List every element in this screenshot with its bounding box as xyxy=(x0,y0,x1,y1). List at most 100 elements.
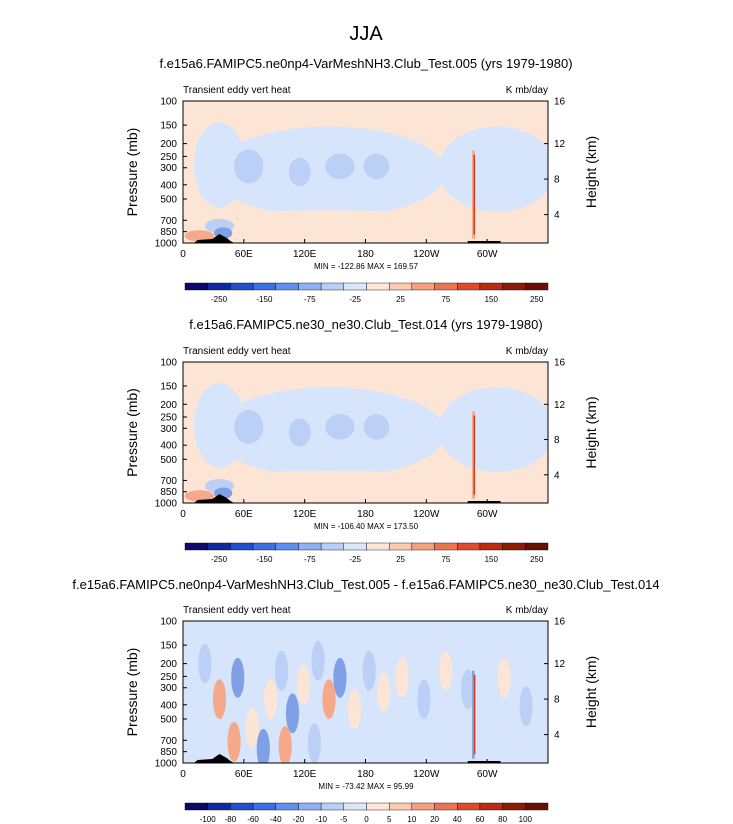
contour-region xyxy=(307,723,321,763)
colorbar-box xyxy=(366,802,390,811)
colorbar-box xyxy=(298,542,322,551)
y-tick-label: 500 xyxy=(160,714,177,725)
contour-region xyxy=(461,669,475,710)
y-tick-label: 500 xyxy=(160,194,177,205)
colorbar-box xyxy=(275,542,299,551)
field-background xyxy=(183,621,548,763)
contour-region xyxy=(193,122,246,208)
contour-region xyxy=(363,153,390,180)
x-tick-label: 120W xyxy=(413,509,440,520)
contour-region xyxy=(438,387,548,472)
colorbar-box xyxy=(479,542,503,551)
y-tick-label: 850 xyxy=(160,747,177,758)
y-tick-label: 700 xyxy=(160,216,177,227)
colorbar-box xyxy=(434,282,458,291)
plume xyxy=(472,670,475,759)
x-tick-label: 60W xyxy=(477,249,498,260)
colorbar-box xyxy=(207,802,231,811)
y2-tick-label: 12 xyxy=(554,400,566,411)
contour-region xyxy=(377,672,391,712)
x-tick-label: 180 xyxy=(357,509,374,520)
contour-region xyxy=(322,679,336,719)
y2-tick-label: 8 xyxy=(554,435,560,446)
y-tick-label: 300 xyxy=(160,424,177,435)
contour-region xyxy=(274,650,289,691)
contour-region xyxy=(227,721,241,762)
y2-tick-label: 8 xyxy=(554,695,560,706)
colorbar-box xyxy=(525,802,549,811)
y-tick-label: 250 xyxy=(160,672,177,683)
y-axis-label: Pressure (mb) xyxy=(124,128,140,217)
colorbar-label: -100 xyxy=(200,815,217,824)
y2-tick-label: 16 xyxy=(554,358,566,369)
colorbar-box xyxy=(366,542,390,551)
contour-region xyxy=(245,707,259,748)
y-tick-label: 250 xyxy=(160,152,177,163)
y2-tick-label: 16 xyxy=(554,97,566,108)
y2-axis-label: Height (km) xyxy=(583,136,599,208)
plume-core xyxy=(473,154,476,235)
x-tick-label: 60E xyxy=(235,249,253,260)
panel-title: f.e15a6.FAMIPC5.ne0np4-VarMeshNH3.Club_T… xyxy=(159,56,572,71)
y-tick-label: 150 xyxy=(160,641,177,652)
contour-region xyxy=(285,693,300,734)
colorbar-box xyxy=(502,282,526,291)
contour-region xyxy=(288,418,311,447)
y2-tick-label: 8 xyxy=(554,175,560,186)
contour-region xyxy=(325,414,355,440)
colorbar-box xyxy=(366,282,390,291)
colorbar-box xyxy=(343,282,367,291)
contour-region xyxy=(438,126,548,212)
colorbar-label: -40 xyxy=(270,815,282,824)
figure-title: JJA xyxy=(349,23,383,45)
colorbar-box xyxy=(275,802,299,811)
colorbar-label: 5 xyxy=(387,815,392,824)
min-max-stats: MIN = -122.86 MAX = 169.57 xyxy=(314,262,419,271)
y-tick-label: 700 xyxy=(160,736,177,747)
colorbar-box xyxy=(184,802,208,811)
right-label: K mb/day xyxy=(506,346,548,357)
contour-region xyxy=(231,657,245,698)
contour-region xyxy=(198,643,212,684)
contour-region xyxy=(333,657,347,698)
y-axis-label: Pressure (mb) xyxy=(124,388,140,477)
x-tick-label: 120W xyxy=(413,769,440,780)
y-tick-label: 700 xyxy=(160,476,177,487)
contour-region xyxy=(439,650,453,691)
contour-region xyxy=(296,665,311,705)
y2-tick-label: 16 xyxy=(554,617,566,628)
colorbar-label: 100 xyxy=(519,815,533,824)
y-tick-label: 150 xyxy=(160,381,177,392)
x-tick-label: 60E xyxy=(235,509,253,520)
contour-region xyxy=(278,726,292,763)
colorbar-box xyxy=(275,282,299,291)
colorbar-box xyxy=(320,802,345,811)
contour-region xyxy=(311,640,325,681)
y2-axis-label: Height (km) xyxy=(583,656,599,728)
colorbar-box xyxy=(388,542,413,551)
y-tick-label: 400 xyxy=(160,180,177,191)
contour-region xyxy=(362,650,376,691)
colorbar-box xyxy=(479,282,503,291)
plume-core xyxy=(473,674,476,755)
y-tick-label: 850 xyxy=(160,487,177,498)
x-tick-label: 180 xyxy=(357,249,374,260)
y-tick-label: 100 xyxy=(160,358,177,369)
colorbar-box xyxy=(457,542,481,551)
contour-region xyxy=(212,679,227,719)
colorbar-label: -60 xyxy=(247,815,259,824)
colorbar-label: 20 xyxy=(430,815,439,824)
x-tick-label: 0 xyxy=(180,509,186,520)
colorbar-box xyxy=(184,282,208,291)
colorbar-label: 60 xyxy=(475,815,484,824)
x-tick-label: 60E xyxy=(235,769,253,780)
colorbar-box xyxy=(434,542,458,551)
contour-region xyxy=(184,490,215,502)
colorbar-box xyxy=(525,542,549,551)
panel-2: f.e15a6.FAMIPC5.ne30_ne30.Club_Test.014 … xyxy=(124,317,599,564)
y-tick-label: 1000 xyxy=(155,759,178,770)
colorbar-box xyxy=(479,802,503,811)
colorbar-label: -5 xyxy=(340,815,348,824)
colorbar-label: 75 xyxy=(441,295,450,304)
